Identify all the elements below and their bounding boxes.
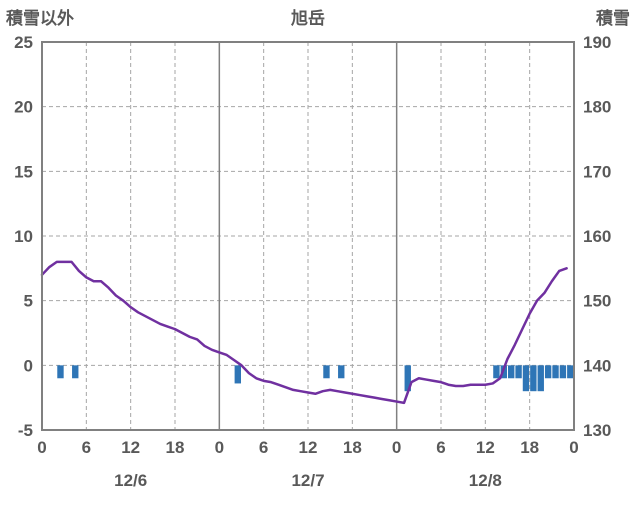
- plot-border: [41, 41, 575, 431]
- x-axis-tick-label: 0: [392, 438, 401, 457]
- bar: [567, 365, 574, 379]
- right-axis-tick-label: 150: [583, 292, 611, 311]
- day-label: 12/6: [114, 471, 147, 490]
- right-axis-tick-label: 140: [583, 356, 611, 375]
- bar: [338, 365, 345, 379]
- day-label: 12/8: [469, 471, 502, 490]
- bar: [72, 365, 79, 379]
- left-axis-tick-label: 0: [24, 356, 33, 375]
- bar: [57, 365, 64, 379]
- left-axis-tick-label: 10: [14, 227, 33, 246]
- bar: [537, 365, 544, 392]
- bar: [508, 365, 515, 379]
- x-axis-tick-label: 12: [476, 438, 495, 457]
- x-axis-tick-label: 0: [569, 438, 578, 457]
- bar: [234, 365, 241, 384]
- bar: [522, 365, 530, 392]
- bar: [493, 365, 500, 379]
- right-axis-tick-label: 170: [583, 162, 611, 181]
- right-axis-tick-label: 190: [583, 33, 611, 52]
- left-axis-title: 積雪以外: [6, 8, 74, 28]
- bar: [559, 365, 567, 379]
- bar: [323, 365, 330, 379]
- x-axis-tick-label: 0: [37, 438, 46, 457]
- x-axis-tick-label: 6: [82, 438, 91, 457]
- bar: [552, 365, 559, 379]
- left-axis-tick-label: -5: [18, 421, 33, 440]
- right-axis-tick-label: 130: [583, 421, 611, 440]
- x-axis-tick-label: 6: [259, 438, 268, 457]
- day-label: 12/7: [291, 471, 324, 490]
- bar: [544, 365, 552, 379]
- bar: [404, 365, 411, 392]
- x-axis-tick-label: 6: [436, 438, 445, 457]
- line-series: [40, 260, 568, 405]
- x-axis-tick-label: 12: [121, 438, 140, 457]
- right-axis-tick-label: 160: [583, 227, 611, 246]
- right-axis-tick-label: 180: [583, 98, 611, 117]
- x-axis-tick-label: 12: [299, 438, 318, 457]
- chart-title: 旭岳: [290, 8, 325, 28]
- bar: [515, 365, 522, 379]
- left-axis-tick-label: 20: [14, 98, 33, 117]
- x-axis-tick-label: 18: [166, 438, 185, 457]
- bar: [530, 365, 537, 392]
- x-axis-tick-label: 0: [215, 438, 224, 457]
- x-axis-tick-label: 18: [520, 438, 539, 457]
- left-axis-tick-label: 15: [14, 162, 33, 181]
- left-axis-tick-label: 5: [24, 292, 33, 311]
- right-axis-title: 積雪: [596, 8, 630, 28]
- left-axis-tick-label: 25: [14, 33, 33, 52]
- x-axis-tick-label: 18: [343, 438, 362, 457]
